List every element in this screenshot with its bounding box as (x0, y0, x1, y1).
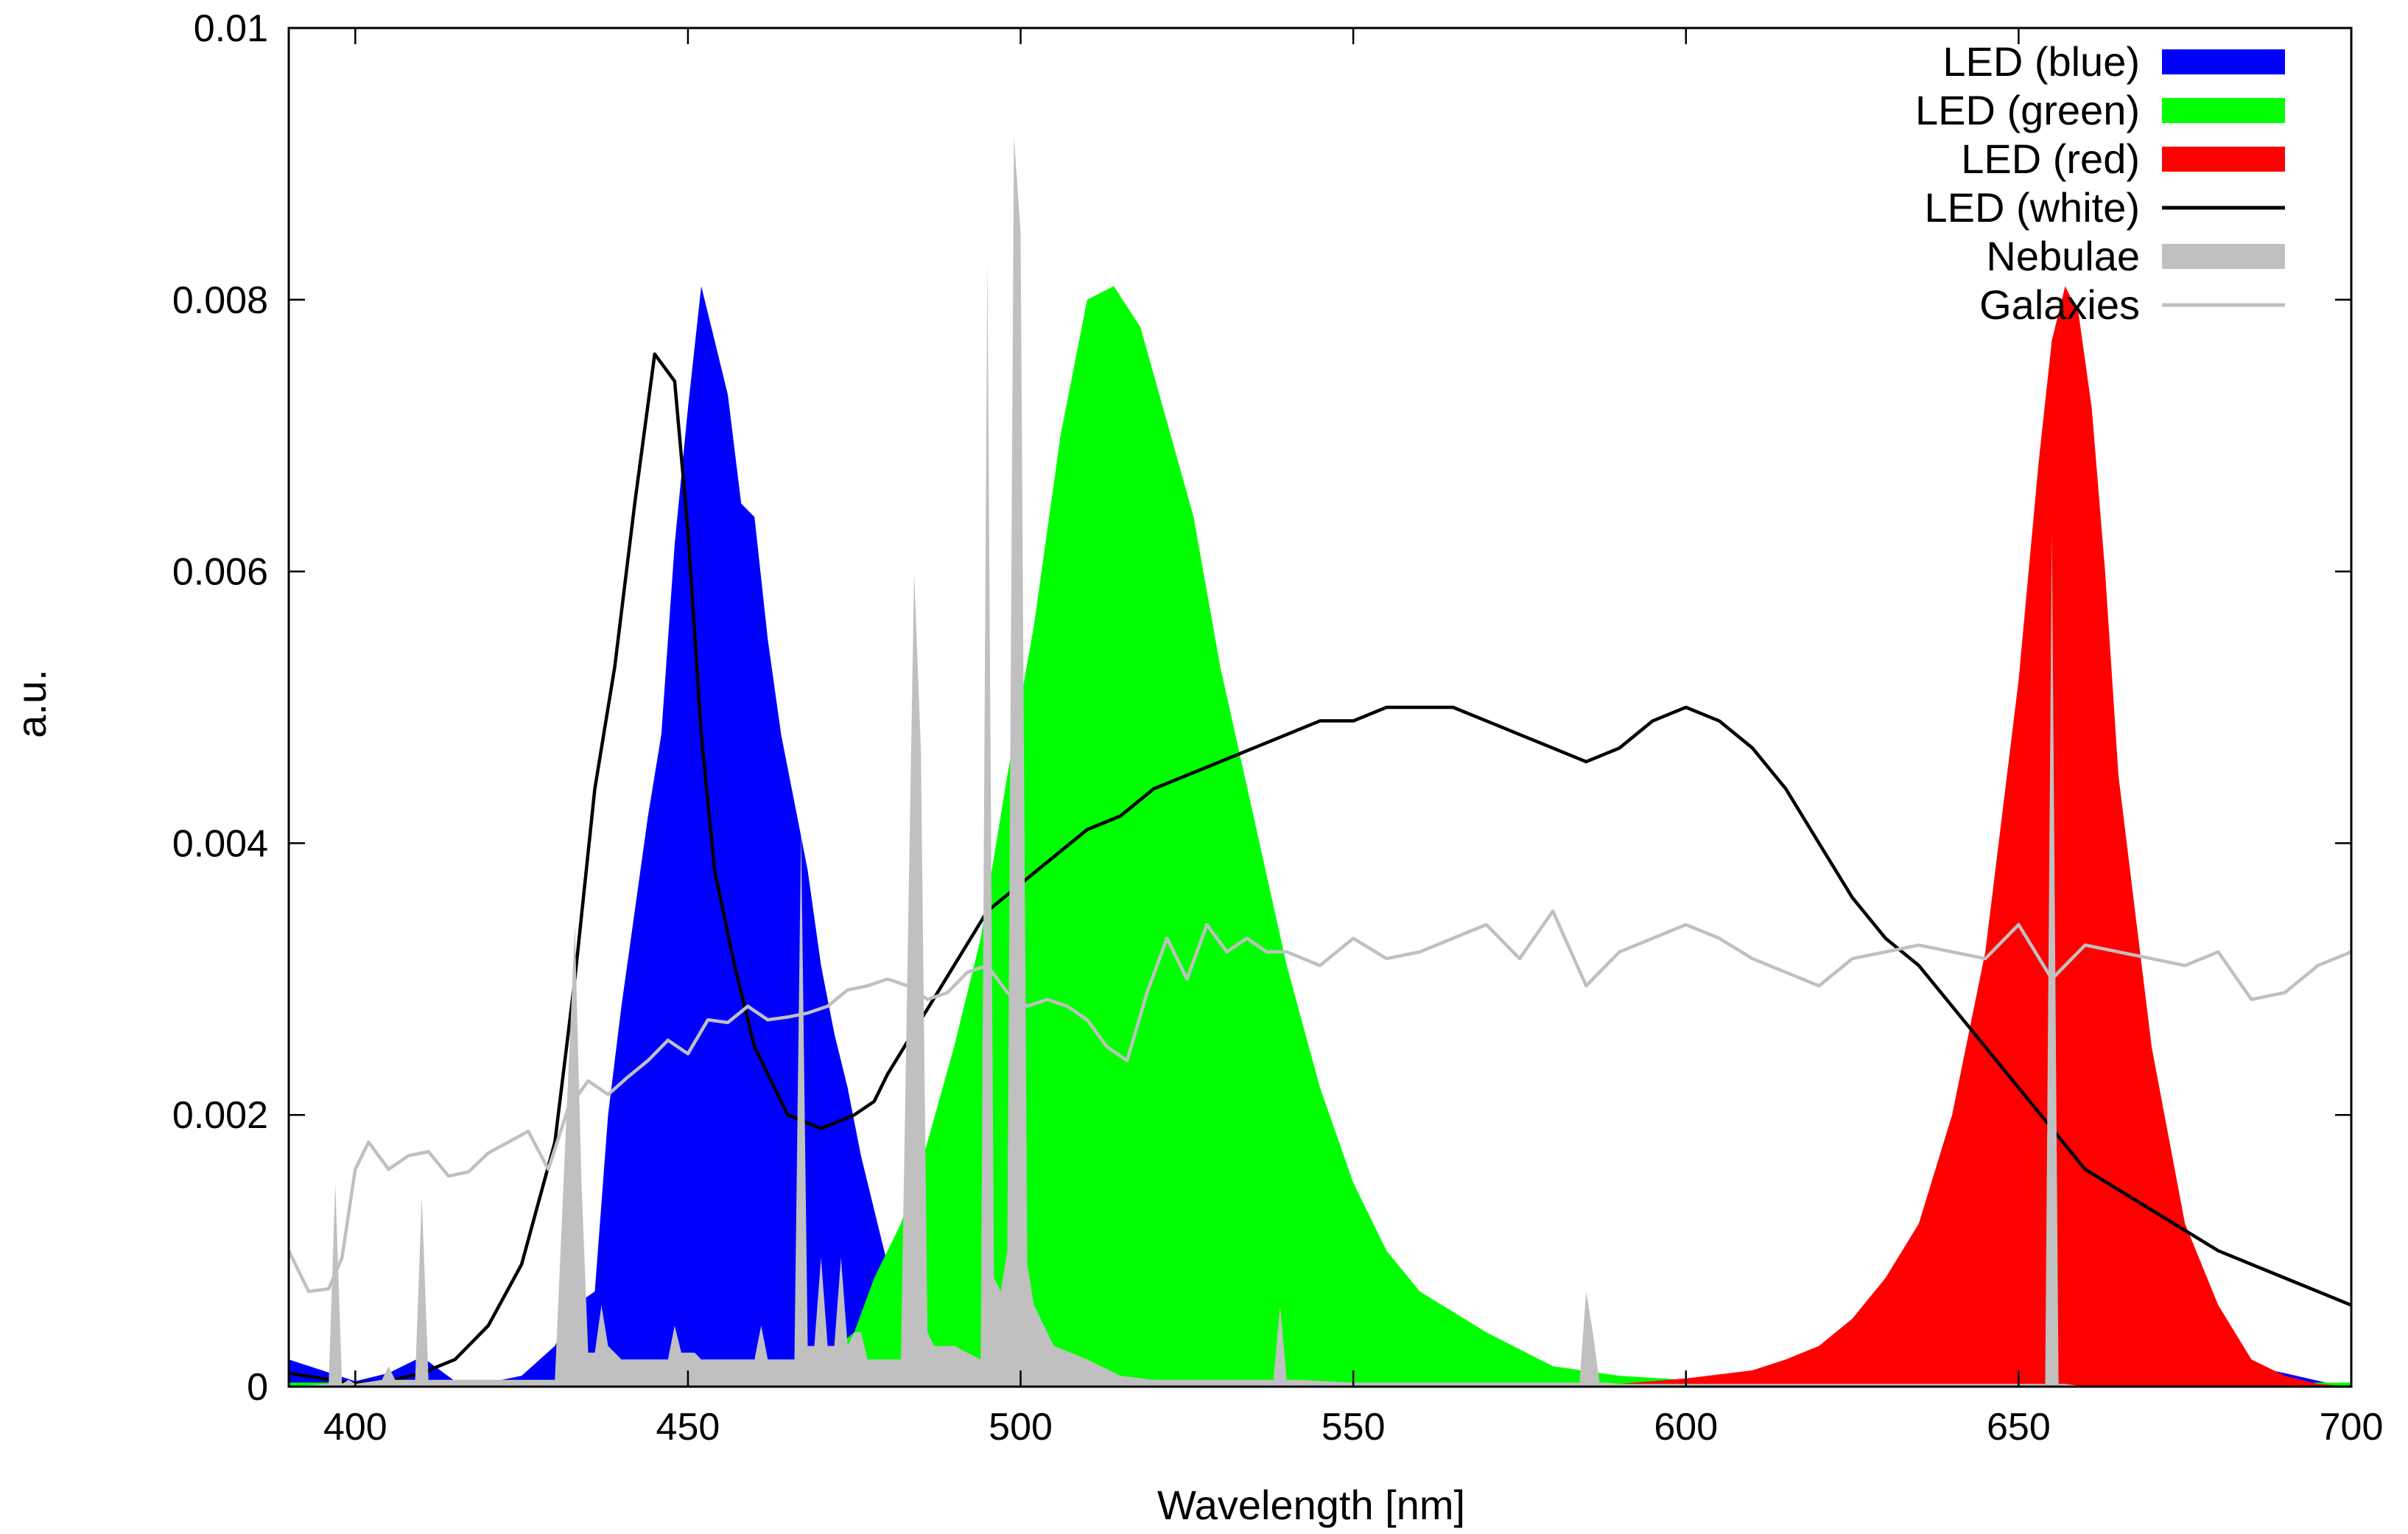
x-axis-label: Wavelength [nm] (1157, 1482, 1465, 1528)
series-led-green (289, 286, 2351, 1387)
legend-label-led-blue: LED (blue) (1942, 38, 2140, 85)
x-tick-label: 450 (656, 1406, 720, 1449)
y-tick-label: 0.008 (172, 279, 268, 322)
series-led-white (289, 352, 2351, 1386)
legend-label-led-green: LED (green) (1915, 87, 2140, 133)
y-tick-label: 0.004 (172, 822, 268, 865)
legend-label-nebulae: Nebulae (1986, 233, 2140, 279)
x-tick-label: 400 (323, 1406, 387, 1449)
plot-frame (287, 27, 2353, 1388)
plot-area (289, 136, 2351, 1387)
series-led-red (289, 286, 2351, 1387)
legend-swatch-led-green (2162, 98, 2285, 123)
series-galaxies (289, 909, 2351, 1294)
legend-label-galaxies: Galaxies (1979, 281, 2140, 328)
x-tick-label: 550 (1321, 1406, 1386, 1449)
legend-label-led-red: LED (red) (1961, 136, 2140, 182)
legend-swatch-led-blue (2162, 49, 2285, 74)
x-tick-label: 600 (1654, 1406, 1718, 1449)
y-tick-label: 0 (247, 1366, 268, 1409)
x-tick-label: 700 (2320, 1406, 2384, 1449)
legend-swatch-nebulae (2162, 244, 2285, 269)
y-axis-label: a.u. (8, 669, 55, 738)
y-tick-label: 0.002 (172, 1094, 268, 1137)
legend-swatch-led-red (2162, 147, 2285, 172)
y-tick-label: 0.01 (194, 7, 268, 50)
legend-label-led-white: LED (white) (1924, 184, 2140, 231)
x-tick-label: 650 (1987, 1406, 2051, 1449)
x-tick-label: 500 (989, 1406, 1053, 1449)
y-tick-label: 0.006 (172, 551, 268, 594)
legend: LED (blue)LED (green)LED (red)LED (white… (1915, 38, 2285, 328)
axes: 400 450 500 550 600 650 700 0 0.002 0.004 0.006 0.0… (172, 7, 2384, 1449)
